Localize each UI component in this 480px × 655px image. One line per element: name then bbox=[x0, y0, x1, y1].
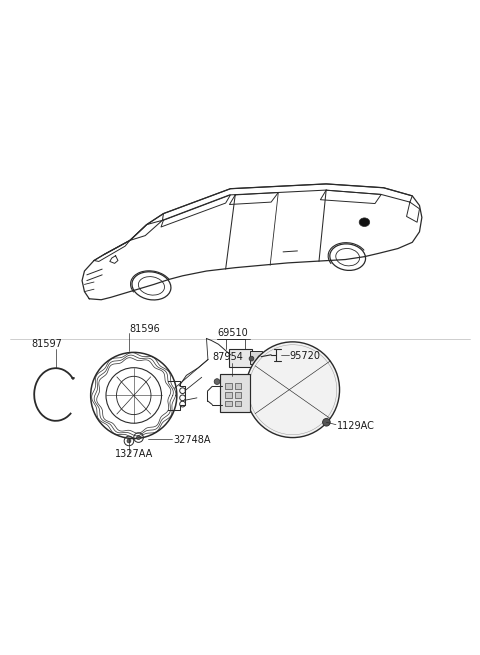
Text: 95720: 95720 bbox=[290, 351, 321, 361]
Text: 1327AA: 1327AA bbox=[115, 449, 153, 458]
Text: 32748A: 32748A bbox=[173, 435, 211, 445]
Circle shape bbox=[137, 436, 141, 440]
FancyBboxPatch shape bbox=[250, 351, 262, 364]
Bar bbox=[235, 392, 241, 398]
FancyBboxPatch shape bbox=[220, 375, 250, 412]
Bar bbox=[235, 383, 241, 389]
Circle shape bbox=[249, 356, 254, 361]
Bar bbox=[225, 383, 232, 389]
Text: 1129AC: 1129AC bbox=[337, 421, 375, 431]
Bar bbox=[235, 401, 241, 407]
Text: 81597: 81597 bbox=[32, 339, 63, 348]
Circle shape bbox=[127, 439, 131, 443]
Ellipse shape bbox=[246, 342, 339, 438]
Circle shape bbox=[214, 379, 220, 384]
Ellipse shape bbox=[359, 218, 370, 227]
Bar bbox=[225, 392, 232, 398]
Bar bbox=[225, 401, 232, 407]
Text: 81596: 81596 bbox=[129, 324, 160, 334]
Circle shape bbox=[323, 419, 330, 426]
FancyBboxPatch shape bbox=[229, 349, 252, 367]
Text: 87954: 87954 bbox=[212, 352, 243, 362]
Text: 69510: 69510 bbox=[217, 328, 248, 338]
